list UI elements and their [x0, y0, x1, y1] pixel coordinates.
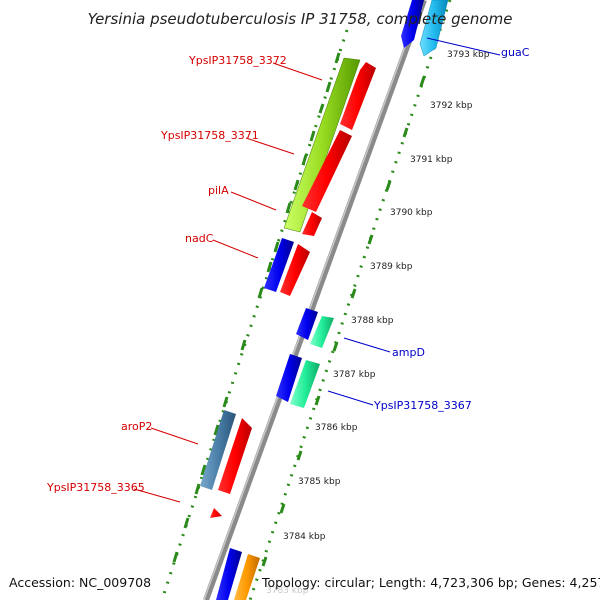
gene-blue-top — [401, 0, 424, 48]
gene-red-tip — [302, 212, 322, 236]
kbp-label: 3792 kbp — [430, 101, 473, 111]
kbp-label: 3784 kbp — [283, 532, 326, 542]
gene-ampD — [310, 316, 334, 348]
gene-label-YpsIP31758_3371: YpsIP31758_3371 — [160, 129, 259, 142]
kbp-label: 3787 kbp — [333, 370, 376, 380]
kbp-label: 3789 kbp — [370, 262, 413, 272]
gene-YpsIP31758_3365 — [210, 508, 222, 518]
outer-tick-dashes — [172, 52, 341, 563]
kbp-label: 3793 kbp — [447, 50, 490, 60]
gene-blue-bottom — [216, 548, 242, 600]
gene-label-guaC: guaC — [501, 46, 530, 59]
gene-red-middle — [302, 130, 352, 212]
gene-red-aroP2 — [218, 418, 252, 494]
gene-label-nadC: nadC — [185, 232, 214, 245]
kbp-labels: 3793 kbp 3792 kbp 3791 kbp 3790 kbp 3789… — [266, 50, 490, 596]
accession-text: Accession: NC_009708 — [9, 575, 151, 590]
gene-aroP2 — [200, 410, 236, 490]
genome-backbone — [203, 0, 427, 600]
leader-lines — [133, 37, 501, 503]
kbp-label: 3783 kbp — [266, 586, 309, 596]
gene-orange-bottom — [234, 554, 260, 600]
kbp-label: 3788 kbp — [351, 316, 394, 326]
kbp-label: 3791 kbp — [410, 155, 453, 165]
gene-blue-ampD — [296, 308, 318, 340]
gene-guaC — [419, 0, 449, 57]
gene-label-YpsIP31758_3367: YpsIP31758_3367 — [373, 399, 472, 412]
gene-nadC — [264, 238, 294, 292]
gene-red-upper — [340, 62, 376, 130]
outer-dotted-track — [160, 29, 349, 600]
gene-red-nadC — [280, 244, 310, 296]
gene-label-aroP2: aroP2 — [121, 420, 152, 433]
topology-text: Topology: circular; Length: 4,723,306 bp… — [261, 575, 600, 590]
kbp-label: 3785 kbp — [298, 477, 341, 487]
gene-label-YpsIP31758_3365: YpsIP31758_3365 — [46, 481, 145, 494]
gene-YpsIP31758_3372 — [283, 57, 361, 233]
gene-YpsIP31758_3367 — [290, 360, 320, 408]
inner-tick-dashes — [261, 76, 426, 567]
gene-label-ampD: ampD — [392, 346, 425, 359]
gene-blue-3367 — [276, 354, 302, 402]
kbp-label: 3786 kbp — [315, 423, 358, 433]
genome-backbone-highlight — [203, 0, 423, 600]
gene-label-YpsIP31758_3372: YpsIP31758_3372 — [188, 54, 287, 67]
map-title: Yersinia pseudotuberculosis IP 31758, co… — [88, 10, 513, 28]
inner-dotted-track — [248, 0, 452, 600]
gene-shapes-forward — [200, 0, 449, 600]
gene-label-pilA: pilA — [208, 184, 229, 197]
kbp-label: 3790 kbp — [390, 208, 433, 218]
gene-labels: YpsIP31758_3372 YpsIP31758_3371 pilA nad… — [46, 46, 530, 494]
